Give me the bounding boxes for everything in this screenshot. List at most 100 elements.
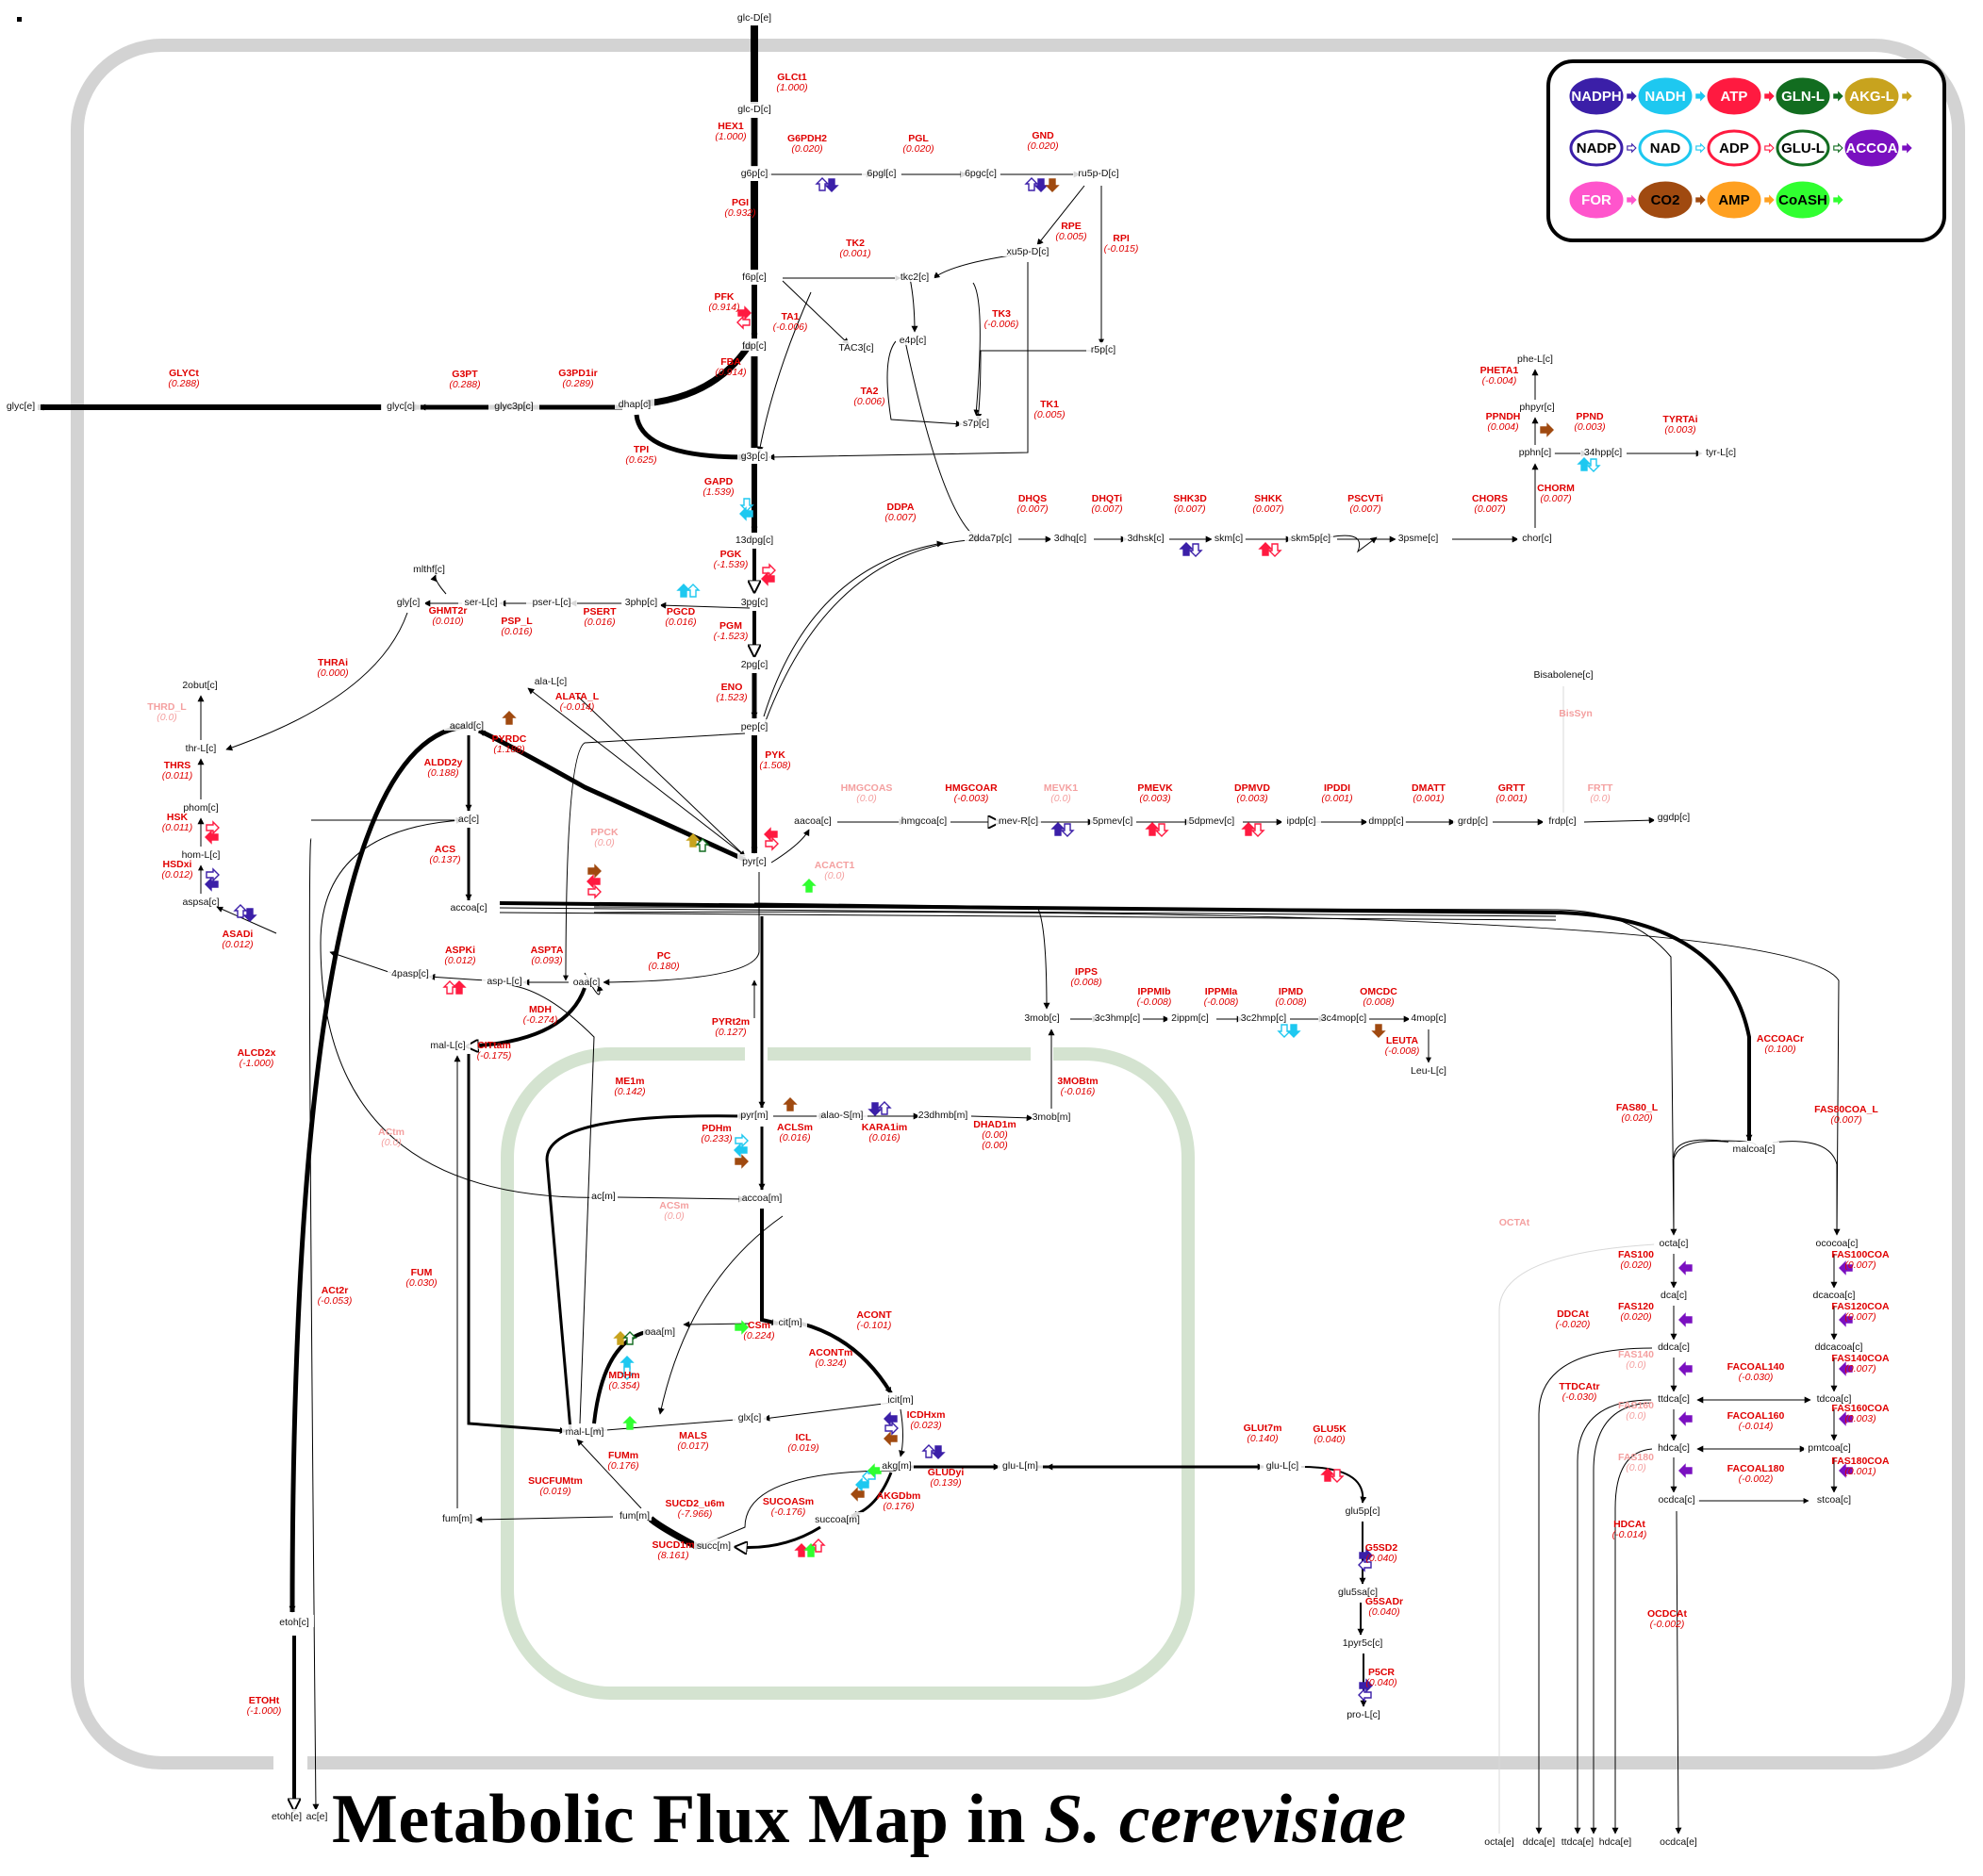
reaction-flux: (0.0) [856,793,877,804]
reaction-sucoasm: SUCOASm(-0.176) [763,1496,814,1518]
reaction-pyrt2m: PYRt2m(0.127) [712,1016,750,1038]
reaction-flux: (0.030) [405,1277,437,1289]
metabolite-bg [737,166,771,178]
reaction-name: CSm [748,1320,770,1331]
metabolite-dhap: dhap[c] [619,399,652,410]
metabolite-pep: pep[c] [741,721,768,732]
reaction-name: ACLSm [777,1122,813,1133]
reaction-edge [225,612,408,751]
reaction-pheta1: PHETA1(-0.004) [1480,365,1519,387]
legend-label: NADPH [1571,89,1621,105]
metabolite-bg [440,1511,474,1523]
metabolite-3mob: 3mob[c] [1024,1012,1059,1024]
reaction-name: PDHm [702,1123,732,1134]
reaction-name: TK2 [846,238,865,249]
metabolite-bg [274,1615,314,1627]
reaction-edge [563,732,746,981]
reaction-name: ACt2r [322,1285,349,1296]
legend-label: CO2 [1651,192,1680,208]
metabolite-bg [1654,1340,1694,1352]
metabolite-bg [1657,1288,1691,1300]
atp-cofactor-icon [737,305,752,321]
reaction-fas180: FAS180(0.0) [1618,1452,1654,1473]
reaction-name: P5CR [1368,1667,1395,1678]
reaction-chorm: CHORM(0.007) [1537,483,1575,504]
reaction-edge [499,901,1753,1142]
reaction-flux: (0.001) [1321,793,1352,804]
metabolite-ru5p: ru5p-D[c] [1078,168,1118,179]
metabolite-bg [959,416,993,428]
reaction-name: PGK [720,549,742,560]
metabolite-3php: 3php[c] [625,597,658,608]
reaction-flux: (0.176) [883,1501,914,1512]
metabolite-bg [895,270,934,282]
reaction-ipps: IPPS(0.008) [1070,966,1101,988]
reaction-accoacr: ACCOACr(0.100) [1757,1033,1804,1055]
metabolite-3c2hmp: 3c2hmp[c] [1241,1012,1287,1024]
reaction-name: ALDD2y [424,757,463,768]
reaction-flux: (-0.002) [1739,1473,1774,1485]
coash-cofactor-icon [868,1463,882,1478]
reaction-ta1: TA1(-0.006) [773,311,808,333]
nadh-cofactor-icon [855,1477,869,1492]
reaction-edge [467,987,587,1046]
reaction-name: FAS140 [1618,1349,1654,1360]
reaction-dhad1m: DHAD1m(0.00)(0.00) [973,1119,1016,1151]
reaction-gludyi: GLUDyi(0.139) [928,1467,965,1489]
nadph-cofactor-icon [1359,1548,1373,1563]
metabolite-bg [1519,1835,1559,1847]
reaction-tk2: TK2(0.001) [839,238,870,259]
metabolite-ocdca: ocdca[c] [1658,1494,1694,1506]
metabolite-bg [1409,1011,1448,1023]
reaction-gnd: GND(0.020) [1027,130,1058,152]
metabolite-4pasp: 4pasp[c] [391,968,429,979]
reaction-edge [657,1215,784,1415]
reaction-edge [467,1054,567,1435]
reaction-name: CHORS [1472,493,1508,504]
metabolite-bg [899,814,950,826]
metabolite-5pmev: 5pmev[c] [1093,815,1133,827]
reaction-frtt: FRTT(0.0) [1588,782,1613,804]
metabolite-frdp: frdp[c] [1548,815,1576,827]
reaction-flux: (-0.016) [1061,1086,1096,1097]
metabolite-skm5p: skm5p[c] [1291,533,1330,544]
reaction-fas120: FAS120(0.020) [1618,1301,1654,1323]
adp-cofactor-icon [1267,543,1282,557]
reaction-rpi: RPI(-0.015) [1104,233,1139,255]
reaction-thrai: THRAi(0.000) [317,657,348,679]
reaction-sucd2_u6m: SUCD2_u6m(-7.966) [665,1498,724,1520]
legend-arrow-icon [1627,194,1637,206]
metabolite-3dhsk: 3dhsk[c] [1127,533,1164,544]
reaction-name: SUCD1m [653,1539,695,1551]
reaction-name: ASPKi [445,945,475,956]
reaction-edge [1574,1399,1653,1835]
metabolite-bg [1479,1835,1519,1847]
reaction-flux: (0.008) [1070,977,1101,988]
metabolite-bg [446,900,491,913]
akgl-cofactor-icon [613,1331,628,1345]
reaction-edge [593,906,1677,1236]
reaction-name: TYRTAi [1662,414,1697,425]
reaction-name: IPPMIb [1137,986,1170,997]
nadph-cofactor-icon [205,877,219,892]
reaction-flux: (0.003) [1236,793,1267,804]
reaction-edge [1675,1510,1682,1835]
metabolite-bg [178,895,223,907]
metabolite-3mobm: 3mob[m] [1033,1111,1071,1123]
reaction-edge [735,1525,821,1548]
reaction-psp_l: PSP_L(0.016) [501,616,533,637]
reaction-name: TPI [634,444,649,455]
nadh-cofactor-icon [739,506,753,521]
reaction-flux: (0.007) [1091,503,1122,515]
reaction-name: FUM [411,1267,433,1278]
reaction-flux: (-0.053) [318,1295,353,1307]
legend-label: GLN-L [1781,89,1825,105]
metabolite-bg [1656,1835,1701,1847]
reaction-name: DHQTi [1092,493,1123,504]
reaction-alcd2x: ALCD2x(-1.000) [238,1047,276,1069]
reaction-bissyn: BisSyn [1559,708,1593,719]
reaction-name: DMATT [1412,782,1446,794]
metabolite-pphn: pphn[c] [1519,447,1552,458]
co2-cofactor-icon [783,1097,798,1111]
